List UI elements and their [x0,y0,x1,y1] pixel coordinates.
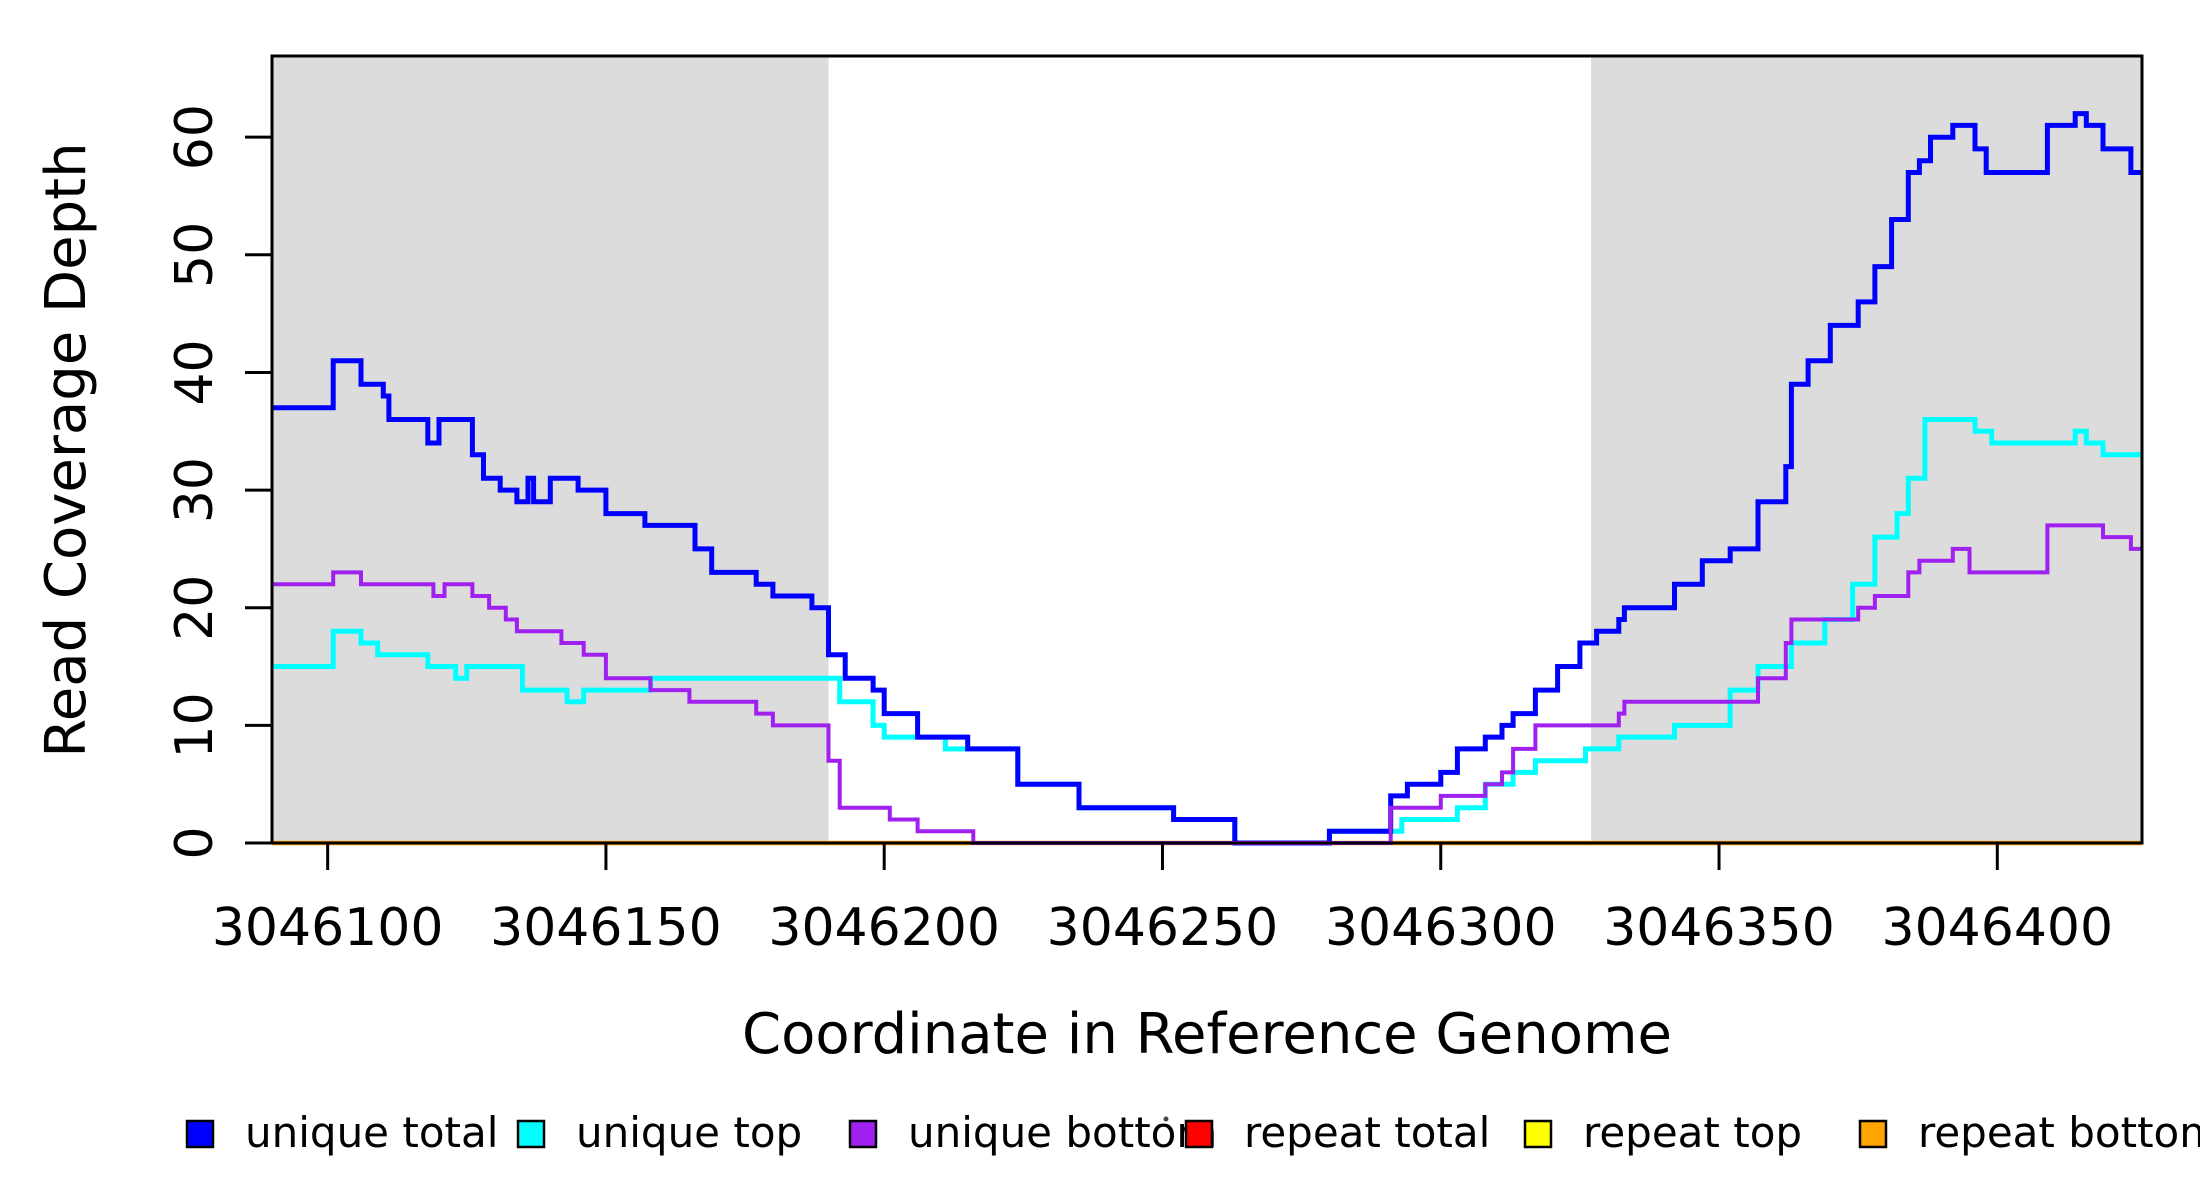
x-tick-label: 3046350 [1603,898,1835,958]
x-tick-label: 3046250 [1047,898,1279,958]
legend-label-repeat-top: repeat top [1583,1108,1802,1157]
region-left-unique-flank [272,56,829,843]
x-axis: 3046100 3046150 3046200 3046250 3046300 30463… [212,843,2113,958]
y-axis: 0 10 20 30 40 50 60 [165,104,272,860]
legend-swatch-unique-top [516,1119,546,1149]
x-tick-label: 3046150 [490,898,722,958]
legend-swatch-repeat-total [1184,1119,1214,1149]
y-tick-label: 0 [165,826,225,859]
y-tick-label: 40 [165,339,225,405]
region-right-unique-flank [1591,56,2142,843]
y-tick-label: 60 [165,104,225,170]
x-tick-label: 3046100 [212,898,444,958]
legend-swatch-unique-bottom [848,1119,878,1149]
y-tick-label: 50 [165,222,225,288]
legend-label-unique-top: unique top [576,1108,802,1157]
y-tick-label: 30 [165,457,225,523]
legend-swatch-repeat-bottom [1858,1119,1888,1149]
legend-label-unique-bottom: unique bottom [908,1108,1217,1157]
legend-swatch-unique-total [185,1119,215,1149]
stray-dot [1163,1116,1169,1122]
x-axis-title: Coordinate in Reference Genome [742,1002,1672,1067]
x-tick-label: 3046200 [768,898,1000,958]
y-tick-label: 20 [165,575,225,641]
y-tick-label: 10 [165,692,225,758]
y-axis-title: Read Coverage Depth [34,142,99,757]
x-tick-label: 3046300 [1325,898,1557,958]
legend-label-repeat-total: repeat total [1244,1108,1490,1157]
highlight-regions-layer [272,56,2142,843]
legend-swatch-repeat-top [1523,1119,1553,1149]
plot-border-box [270,54,2144,845]
x-tick-label: 3046400 [1882,898,2114,958]
legend-label-unique-total: unique total [245,1108,498,1157]
series-line-unique-top [272,417,2142,846]
series-line-unique-total [272,111,2142,846]
legend: unique total unique top unique bottom repea… [185,1108,2200,1157]
legend-label-repeat-bottom: repeat bottom [1918,1108,2200,1157]
